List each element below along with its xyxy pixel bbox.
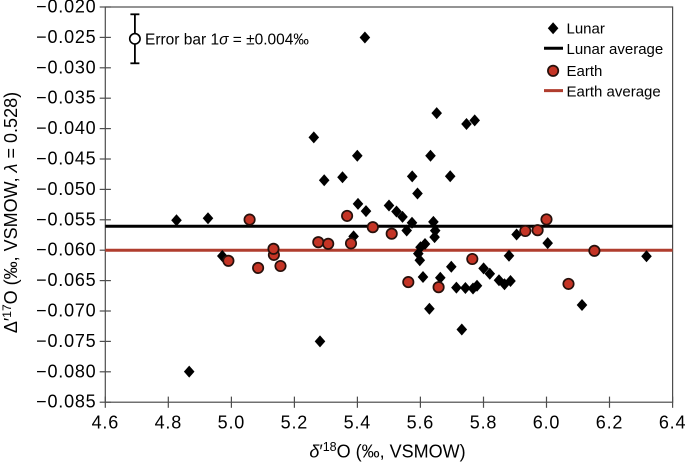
- svg-text:5.6: 5.6: [407, 413, 434, 433]
- svg-text:−0.070: −0.070: [36, 301, 96, 321]
- svg-text:Earth: Earth: [567, 63, 603, 80]
- svg-text:Lunar: Lunar: [567, 20, 605, 37]
- svg-text:−0.060: −0.060: [36, 240, 96, 260]
- svg-text:5.0: 5.0: [218, 413, 245, 433]
- svg-text:−0.050: −0.050: [36, 179, 96, 199]
- svg-text:−0.065: −0.065: [36, 270, 96, 290]
- svg-text:−0.085: −0.085: [36, 392, 96, 412]
- svg-text:−0.025: −0.025: [36, 27, 96, 47]
- svg-text:−0.030: −0.030: [36, 57, 96, 77]
- svg-text:−0.045: −0.045: [36, 149, 96, 169]
- svg-text:Error bar 1σ = ±0.004‰: Error bar 1σ = ±0.004‰: [145, 31, 309, 48]
- svg-text:−0.040: −0.040: [36, 118, 96, 138]
- svg-text:−0.020: −0.020: [36, 0, 96, 17]
- svg-text:5.4: 5.4: [344, 413, 371, 433]
- svg-text:δ′18O (‰, VSMOW): δ′18O (‰, VSMOW): [309, 440, 465, 462]
- svg-text:4.6: 4.6: [92, 413, 119, 433]
- svg-text:Earth average: Earth average: [567, 83, 661, 100]
- svg-text:5.8: 5.8: [470, 413, 497, 433]
- svg-text:6.2: 6.2: [596, 413, 623, 433]
- svg-text:−0.035: −0.035: [36, 88, 96, 108]
- svg-text:−0.055: −0.055: [36, 209, 96, 229]
- svg-text:4.8: 4.8: [155, 413, 182, 433]
- svg-text:Δ′17O (‰, VSMOW, λ = 0.528): Δ′17O (‰, VSMOW, λ = 0.528): [0, 92, 21, 333]
- svg-text:6.4: 6.4: [659, 413, 685, 433]
- svg-text:−0.080: −0.080: [36, 361, 96, 381]
- svg-text:−0.075: −0.075: [36, 331, 96, 351]
- svg-text:Lunar average: Lunar average: [567, 41, 664, 58]
- svg-text:6.0: 6.0: [533, 413, 560, 433]
- svg-text:5.2: 5.2: [281, 413, 308, 433]
